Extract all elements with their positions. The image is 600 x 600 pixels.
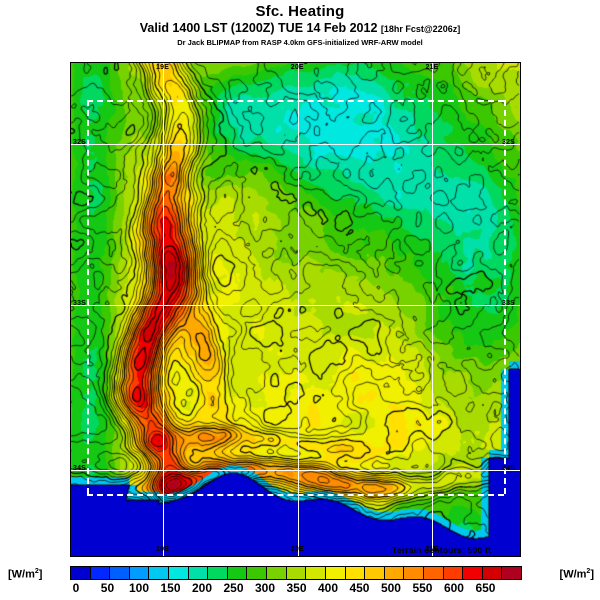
colorbar-tick-label: 450: [349, 581, 370, 595]
unit-label-right: [W/m2]: [559, 568, 594, 581]
colorbar-swatch: [110, 567, 130, 579]
forecast-map[interactable]: 19E 20E 21E 19E 20E 21E 32S 33S 34S 32S 33S 34S Terr…: [70, 62, 521, 557]
colorbar-tick-label: 0: [72, 581, 80, 595]
colorbar-tick-label: 650: [475, 581, 496, 595]
colorbar-swatch: [482, 567, 503, 579]
colorbar-swatch: [443, 567, 464, 579]
colorbar-container: 0 50 100 150 200 250 300 350 400 450 500 550 600 650: [70, 566, 522, 595]
colorbar-swatch: [423, 567, 444, 579]
colorbar-tick-label: 500: [380, 581, 401, 595]
colorbar-swatch: [404, 567, 424, 579]
forecast-run-stamp: [18hr Fcst@2206z]: [380, 24, 461, 34]
sfc-heating-raster: [71, 63, 520, 556]
model-source-line: Dr Jack BLIPMAP from RASP 4.0km GFS-init…: [177, 38, 423, 47]
colorbar-swatch: [286, 567, 307, 579]
colorbar-swatch: [227, 567, 248, 579]
colorbar-swatch: [149, 567, 170, 579]
colorbar-swatch: [169, 567, 189, 579]
colorbar-tick-label: 600: [443, 581, 464, 595]
colorbar-swatch: [247, 567, 268, 579]
colorbar-swatch: [325, 567, 346, 579]
colorbar-tick-label: 250: [223, 581, 244, 595]
colorbar: [70, 566, 522, 580]
unit-label-left: [W/m2]: [8, 568, 43, 581]
colorbar-swatch: [384, 567, 405, 579]
colorbar-tick-label: 550: [412, 581, 433, 595]
colorbar-swatch: [267, 567, 287, 579]
colorbar-swatch: [502, 567, 522, 579]
colorbar-tick-label: 400: [317, 581, 338, 595]
colorbar-tick-label: 50: [100, 581, 115, 595]
colorbar-swatch: [188, 567, 209, 579]
page-title: Sfc. Heating: [255, 3, 345, 20]
title-block: Sfc. Heating Valid 1400 LST (1200Z) TUE …: [0, 4, 600, 48]
colorbar-swatch: [463, 567, 483, 579]
colorbar-swatch: [71, 567, 91, 579]
colorbar-ticks: 0 50 100 150 200 250 300 350 400 450 500 550 600 650: [70, 581, 522, 597]
forecast-valid-time: Valid 1400 LST (1200Z) TUE 14 Feb 2012: [139, 21, 378, 35]
colorbar-swatch: [129, 567, 150, 579]
colorbar-tick-label: 100: [128, 581, 149, 595]
colorbar-tick-label: 300: [254, 581, 275, 595]
colorbar-swatch: [365, 567, 385, 579]
colorbar-swatch: [90, 567, 111, 579]
colorbar-swatch: [306, 567, 326, 579]
colorbar-tick-label: 150: [160, 581, 181, 595]
colorbar-tick-label: 350: [286, 581, 307, 595]
colorbar-tick-label: 200: [191, 581, 212, 595]
forecast-valid-line: Valid 1400 LST (1200Z) TUE 14 Feb 2012 […: [0, 21, 600, 37]
colorbar-swatch: [208, 567, 228, 579]
colorbar-swatch: [345, 567, 366, 579]
